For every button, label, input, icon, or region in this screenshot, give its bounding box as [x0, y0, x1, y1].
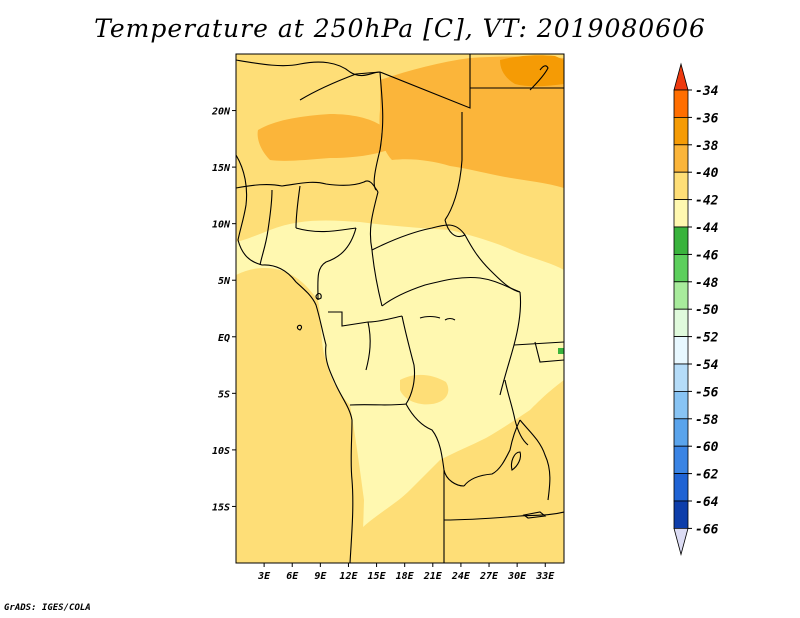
temp-field-band-36 [500, 55, 564, 87]
colorbar-label: -52 [695, 331, 719, 346]
lon-tick-label: 6E [286, 571, 299, 582]
colorbar-label: -58 [695, 413, 719, 428]
colorbar-swatch [673, 253, 689, 283]
lat-tick-label: 5N [218, 276, 231, 287]
lon-tick-label: 3E [257, 571, 271, 582]
colorbar-swatch [673, 308, 689, 338]
footer-credit: GrADS: IGES/COLA [4, 603, 91, 613]
colorbar-label: -54 [695, 358, 719, 373]
map-frame [235, 53, 565, 564]
lon-tick-label: 30E [507, 571, 527, 582]
colorbar-label: -36 [695, 111, 719, 126]
lat-tick-label: 10N [212, 220, 231, 231]
lon-tick-label: 9E [314, 571, 327, 582]
colorbar-swatch [673, 473, 689, 502]
colorbar-swatch [673, 117, 689, 146]
colorbar-swatch [673, 363, 689, 392]
colorbar-label: -44 [695, 221, 719, 236]
temp-field-band-38 [379, 56, 564, 188]
map-area [236, 54, 564, 563]
colorbar-label: -62 [695, 468, 719, 483]
lat-tick-label: 15N [212, 163, 231, 174]
lat-tick-label: 10S [212, 446, 230, 457]
colorbar-label: -50 [695, 303, 719, 318]
colorbar-label: -34 [695, 84, 719, 99]
colorbar-swatch [673, 445, 689, 475]
colorbar-swatch [673, 226, 689, 255]
colorbar-swatch [673, 500, 689, 529]
lon-tick-label: 27E [479, 571, 499, 582]
lat-tick-label: 15S [212, 502, 230, 513]
coastlines-borders [236, 54, 564, 563]
lon-tick-label: 24E [451, 571, 471, 582]
colorbar-label: -60 [695, 440, 719, 455]
colorbar-label: -56 [695, 385, 719, 400]
colorbar-label: -46 [695, 248, 719, 263]
lon-tick-label: 33E [535, 571, 555, 582]
colorbar-label: -42 [695, 194, 719, 209]
colorbar-label: -64 [695, 495, 719, 510]
lat-axis: 20N 15N 10N 5N EQ 5S 10S 15S [211, 107, 236, 513]
lon-axis: 3E 6E 9E 12E 15E 18E 21E 24E 27E 30E 33E [257, 563, 555, 582]
colorbar-swatch [673, 336, 689, 365]
colorbar-swatch [673, 89, 689, 118]
lon-tick-label: 15E [368, 571, 387, 582]
colorbar-swatch [673, 171, 689, 200]
temp-field-band-46 [558, 348, 564, 354]
colorbar-bottom-arrow [673, 528, 689, 556]
colorbar-label: -66 [695, 522, 719, 537]
lon-tick-label: 21E [423, 571, 443, 582]
colorbar-label: -48 [695, 276, 719, 291]
lon-tick-label: 18E [396, 571, 415, 582]
colorbar-swatch [673, 281, 689, 310]
colorbar-swatch [673, 418, 689, 447]
colorbar-swatch [673, 199, 689, 228]
lat-tick-label: EQ [218, 333, 230, 344]
colorbar-top-arrow [673, 62, 689, 91]
temp-field-band-38 [257, 114, 388, 161]
colorbar-label: -38 [695, 139, 719, 154]
temp-field-band-40 [356, 380, 564, 563]
colorbar-swatch [673, 390, 689, 420]
lat-tick-label: 5S [218, 389, 230, 400]
temp-field-band-40 [400, 374, 449, 405]
lat-tick-label: 20N [211, 107, 231, 118]
colorbar-swatch [673, 144, 689, 173]
colorbar: -34 -36 -38 -40 -42 -44 -46 -48 -50 -52 -54 -56 -58 -… [673, 62, 719, 556]
page-title: Temperature at 250hPa [C], VT: 201908060… [94, 14, 706, 43]
lon-tick-label: 12E [339, 571, 358, 582]
temp-field-band-40 [236, 267, 364, 563]
colorbar-label: -40 [695, 166, 719, 181]
